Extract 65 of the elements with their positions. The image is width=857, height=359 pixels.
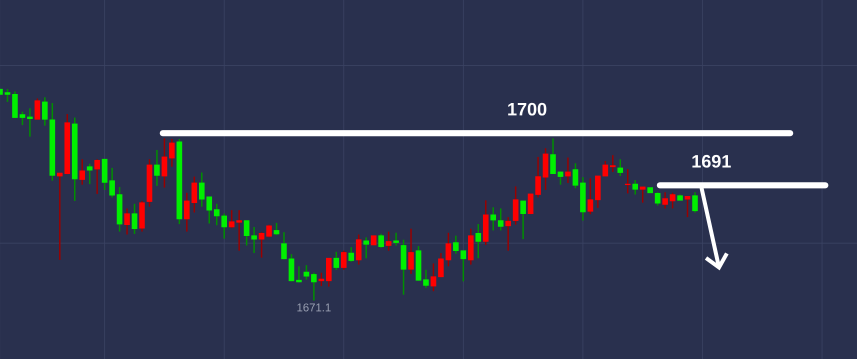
candlestick — [206, 196, 212, 224]
candlestick — [662, 191, 668, 210]
candlestick — [498, 208, 504, 232]
annotation: 1671.1 — [297, 303, 331, 312]
candlestick — [565, 156, 571, 184]
candlestick — [692, 191, 698, 214]
candlestick — [393, 232, 399, 246]
candlestick — [595, 175, 601, 209]
candlestick — [453, 234, 459, 254]
candlestick — [304, 264, 310, 280]
candlestick — [169, 138, 175, 168]
candlestick — [356, 234, 362, 266]
candlestick — [520, 200, 526, 240]
candlestick — [654, 191, 660, 206]
candlestick — [56, 172, 63, 261]
candlestick — [386, 230, 392, 252]
candlestick — [348, 246, 354, 262]
candlestick — [124, 208, 130, 236]
candlestick — [460, 250, 466, 282]
candlestick — [221, 212, 228, 240]
candlestick — [34, 98, 40, 121]
candlestick — [94, 158, 100, 195]
candlestick — [214, 203, 220, 226]
candlestick — [572, 162, 578, 189]
candlestick — [274, 222, 280, 236]
candlestick — [228, 209, 234, 229]
candlestick — [244, 220, 250, 246]
candlestick — [400, 238, 406, 296]
candlestick — [505, 216, 511, 252]
candlestick — [311, 272, 317, 302]
candlestick — [154, 149, 160, 187]
candlestick — [684, 196, 690, 218]
candlestick — [408, 228, 414, 275]
candlestick — [438, 252, 444, 278]
candlestick — [640, 186, 646, 204]
candlestick — [318, 272, 324, 287]
candlestick — [632, 179, 638, 196]
candlestick — [132, 203, 138, 235]
ref-line-label: 1691 — [692, 154, 731, 168]
candlestick — [475, 223, 482, 259]
candlestick — [109, 167, 115, 198]
candlestick — [251, 226, 257, 254]
candlestick — [79, 158, 86, 186]
candlestick — [490, 206, 496, 232]
candlestick — [333, 251, 340, 271]
candlestick — [446, 232, 452, 268]
candlestick — [198, 172, 205, 208]
candlestick — [162, 138, 168, 188]
candlestick — [512, 186, 518, 226]
candlestick — [102, 158, 108, 191]
ref-line-label: 1700 — [508, 102, 546, 116]
candlestick — [326, 258, 332, 288]
candlestick — [430, 262, 436, 292]
candlestick — [363, 236, 369, 259]
candlestick — [588, 178, 594, 215]
candlestick — [184, 192, 190, 232]
candlestick — [378, 233, 384, 249]
candlestick — [617, 158, 624, 177]
candlestick — [670, 192, 676, 210]
candlestick — [340, 250, 347, 271]
candlestick — [42, 96, 48, 126]
candlestick — [27, 108, 33, 138]
candlestick — [602, 160, 608, 178]
candlestick — [192, 176, 198, 214]
candlestick — [86, 163, 92, 185]
